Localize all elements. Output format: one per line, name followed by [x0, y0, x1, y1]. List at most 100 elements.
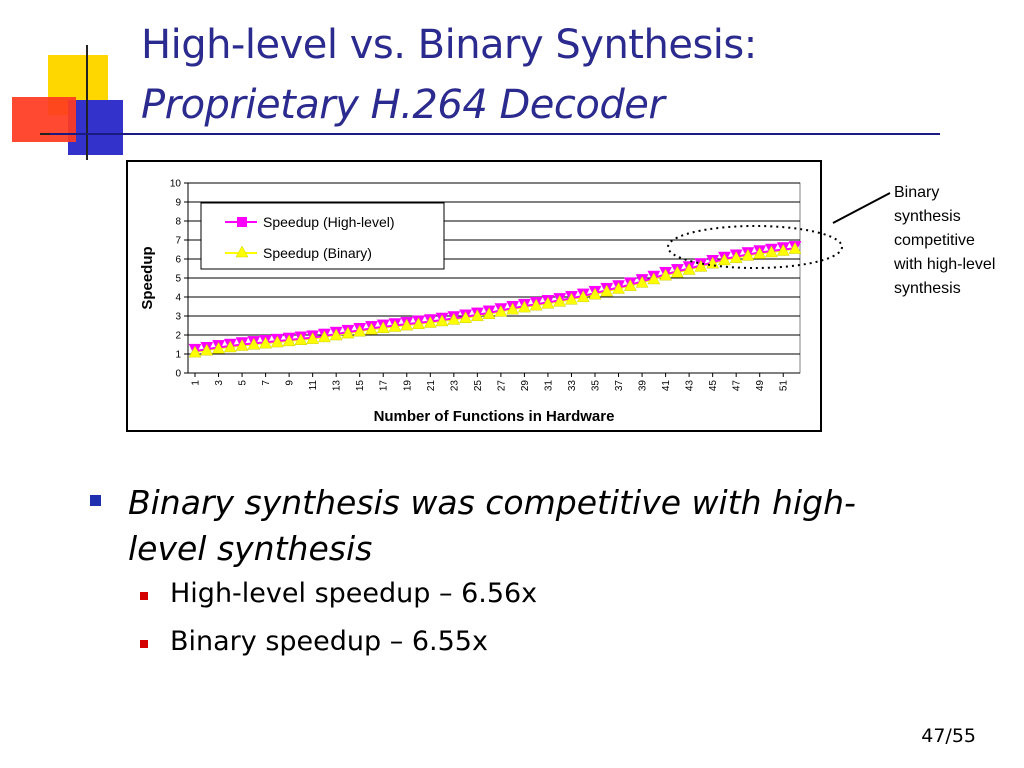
series-point-binary [553, 294, 567, 307]
x-tick-label: 13 [332, 380, 343, 392]
series-point-binary [623, 279, 637, 291]
series-point-binary [576, 290, 590, 303]
series-point-binary [247, 337, 261, 350]
y-tick-label: 9 [175, 198, 181, 209]
legend-box [200, 202, 445, 270]
bullet-square-icon [90, 495, 101, 506]
series-point-binary [447, 312, 461, 325]
series-point-binary [494, 304, 508, 317]
bullet-main: Binary synthesis was competitive with hi… [90, 480, 910, 572]
series-point-binary [612, 281, 625, 294]
y-tick-label: 0 [175, 369, 181, 380]
series-point-binary [517, 300, 531, 313]
series-point-binary [317, 330, 331, 343]
series-point-binary [729, 251, 743, 263]
series-point-binary [341, 326, 355, 339]
x-tick-label: 3 [214, 380, 225, 386]
series-point-binary [423, 315, 437, 328]
y-tick-label: 7 [175, 236, 181, 247]
series-point-binary [694, 259, 708, 272]
deco-red-square [12, 97, 76, 142]
legend-label: Speedup (Binary) [263, 245, 372, 261]
series-point-binary [470, 309, 484, 322]
series-point-binary [400, 318, 414, 331]
series-point-binary [223, 340, 237, 353]
series-point-binary [388, 319, 402, 332]
series-line [194, 247, 796, 353]
series-point-binary [435, 314, 449, 327]
series-point-binary [270, 335, 284, 348]
series-point-binary [600, 284, 614, 297]
x-tick-label: 31 [543, 380, 554, 392]
series-point-binary [294, 333, 308, 345]
y-tick-label: 3 [175, 312, 181, 323]
legend-marker-triangle [235, 245, 249, 258]
x-tick-label: 19 [402, 380, 413, 392]
x-tick-label: 7 [261, 380, 272, 386]
slide-subtitle: Proprietary H.264 Decoder [141, 82, 665, 128]
x-tick-label: 45 [708, 380, 719, 392]
slide-title: High-level vs. Binary Synthesis: [141, 22, 757, 68]
slide-number: 47/55 [921, 725, 976, 747]
series-point-binary [588, 287, 602, 300]
series-point-binary [259, 336, 273, 349]
x-tick-label: 43 [685, 380, 696, 392]
bullet-square-icon [140, 640, 148, 648]
x-tick-label: 21 [426, 380, 437, 392]
series-point-binary [635, 275, 649, 288]
legend-label: Speedup (High-level) [263, 214, 395, 230]
x-tick-label: 49 [755, 380, 766, 392]
series-point-binary [365, 322, 378, 335]
series-point-binary [282, 334, 296, 347]
series-point-binary [459, 311, 473, 323]
x-tick-label: 9 [285, 380, 296, 386]
annotation-callout [667, 192, 891, 269]
x-tick-label: 17 [379, 380, 390, 392]
y-tick-label: 5 [175, 274, 181, 285]
y-tick-label: 6 [175, 255, 181, 266]
x-tick-label: 39 [638, 380, 649, 392]
bullet-sub-text: High-level speedup – 6.56x [170, 578, 538, 609]
deco-vertical-line [86, 45, 88, 160]
series-point-binary [329, 328, 343, 341]
bullet-main-text: Binary synthesis was competitive with hi… [128, 483, 856, 568]
y-tick-label: 1 [175, 350, 181, 361]
series-point-binary [529, 298, 543, 311]
x-tick-label: 37 [614, 380, 625, 392]
series-point-binary [788, 242, 802, 254]
y-tick-label: 4 [175, 293, 181, 304]
series-point-binary [682, 262, 696, 275]
highlight-ellipse [667, 225, 843, 269]
annotation-text: Binary synthesis competitive with high-l… [894, 184, 996, 297]
series-point-binary [306, 332, 320, 344]
series-point-binary [188, 345, 202, 358]
series-point-binary [647, 272, 661, 285]
x-tick-label: 41 [661, 380, 672, 392]
series-point-binary [541, 296, 555, 309]
legend-marker-square [237, 217, 247, 227]
title-divider [50, 133, 940, 135]
x-tick-label: 15 [355, 380, 366, 392]
bullet-sub-binary: Binary speedup – 6.55x [140, 626, 488, 657]
bullet-sub-highlevel: High-level speedup – 6.56x [140, 578, 537, 609]
y-axis-title: Speedup [139, 246, 156, 309]
series-point-binary [765, 245, 778, 258]
series-point-binary [412, 317, 425, 330]
series-point-binary [376, 321, 390, 334]
series-point-binary [565, 292, 578, 305]
x-tick-label: 29 [520, 380, 531, 392]
series-point-binary [506, 302, 520, 315]
series-point-binary [212, 341, 225, 354]
y-tick-label: 10 [170, 179, 182, 190]
series-point-binary [741, 248, 755, 261]
series-point-binary [670, 265, 684, 278]
x-tick-label: 51 [779, 380, 790, 392]
x-tick-label: 5 [238, 380, 249, 386]
bullet-square-icon [140, 592, 148, 600]
x-tick-label: 23 [449, 380, 460, 392]
deco-blue-square [68, 100, 123, 155]
series-point-binary [200, 343, 214, 356]
series-point-binary [717, 253, 731, 266]
series-point-binary [659, 268, 673, 281]
